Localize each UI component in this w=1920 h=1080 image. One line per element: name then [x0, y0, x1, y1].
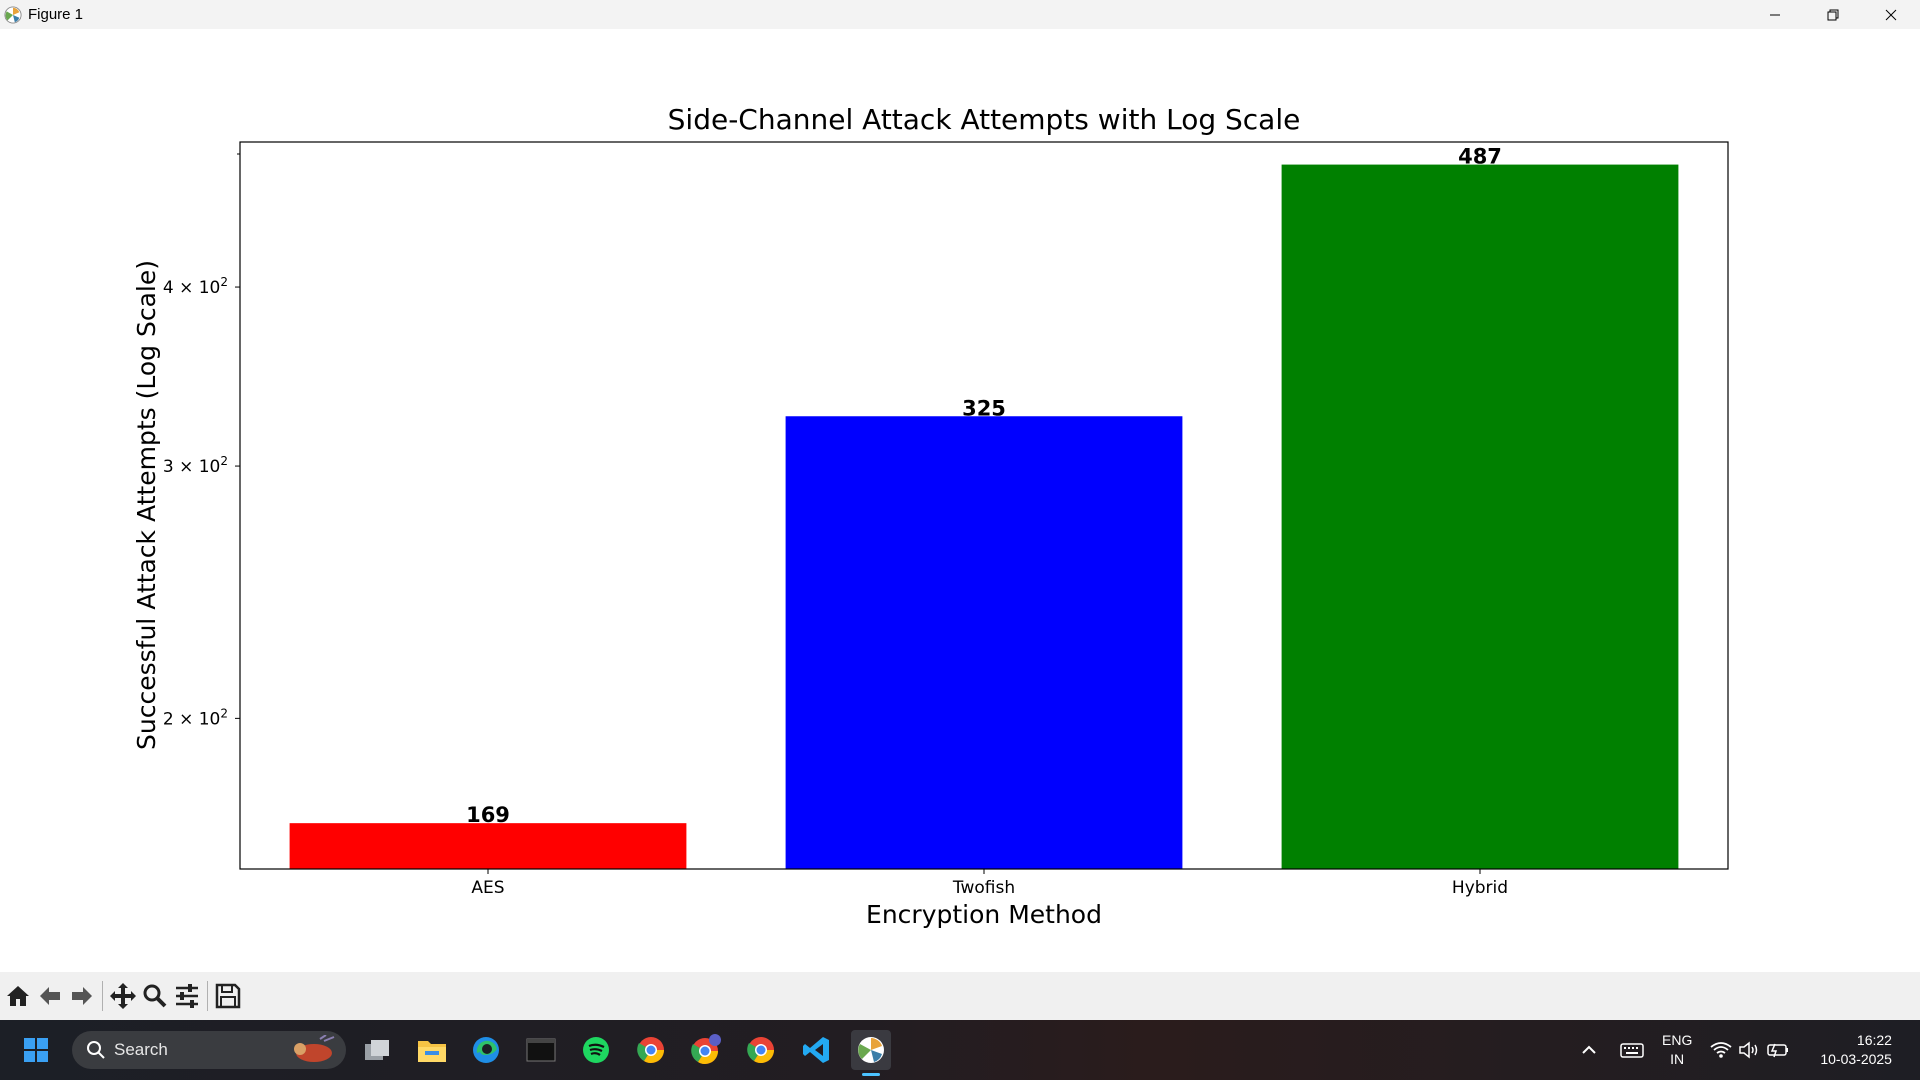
bar-chart: Side-Channel Attack Attempts with Log Sc…: [132, 103, 1729, 929]
data-label-aes: 169: [466, 803, 510, 827]
save-button[interactable]: [212, 976, 244, 1016]
vscode-button[interactable]: [796, 1030, 836, 1070]
chart-title: Side-Channel Attack Attempts with Log Sc…: [668, 103, 1301, 136]
matplotlib-figure-button[interactable]: [851, 1030, 891, 1076]
configure-button[interactable]: [171, 976, 203, 1016]
data-label-twofish: 325: [962, 396, 1006, 420]
matplotlib-logo-icon: [4, 5, 22, 24]
file-explorer-button[interactable]: [412, 1030, 452, 1070]
figure-canvas: Side-Channel Attack Attempts with Log Sc…: [0, 29, 1920, 972]
y-tick-label: 4 × 102: [163, 275, 228, 298]
pan-button[interactable]: [107, 976, 139, 1016]
start-button[interactable]: [24, 1038, 48, 1062]
home-icon: [7, 986, 29, 1006]
battery-icon[interactable]: [1766, 1041, 1790, 1059]
zoom-icon: [143, 984, 167, 1008]
x-tick-label-aes: AES: [471, 878, 504, 898]
edge-icon: [473, 1037, 499, 1063]
data-label-hybrid: 487: [1458, 145, 1502, 169]
edge-button[interactable]: [466, 1030, 506, 1070]
keyboard-icon[interactable]: [1620, 1041, 1644, 1059]
chrome-button-2[interactable]: [741, 1030, 781, 1070]
chrome-profile-button[interactable]: [686, 1030, 726, 1070]
restore-icon: [1827, 9, 1839, 20]
forward-button[interactable]: [66, 976, 98, 1016]
task-view-icon: [365, 1040, 389, 1060]
chrome-icon: [637, 1037, 665, 1064]
y-axis-label: Successful Attack Attempts (Log Scale): [132, 260, 161, 750]
minimize-icon: [1770, 14, 1780, 15]
y-tick-label: 3 × 102: [163, 454, 228, 477]
spotify-icon: [583, 1037, 609, 1063]
window-titlebar: Figure 1: [0, 0, 1920, 29]
zoom-button[interactable]: [139, 976, 171, 1016]
volume-icon[interactable]: [1738, 1041, 1760, 1059]
close-icon: [1885, 9, 1897, 20]
chevron-up-icon[interactable]: [1580, 1041, 1598, 1059]
x-axis-label: Encryption Method: [866, 900, 1102, 929]
configure-icon: [176, 984, 198, 1008]
back-icon: [40, 987, 60, 1005]
y-tick-label: 2 × 102: [163, 706, 228, 729]
wifi-icon[interactable]: [1710, 1041, 1732, 1059]
clock[interactable]: 16:22 10-03-2025: [1820, 1031, 1892, 1069]
file-explorer-icon: [418, 1041, 446, 1062]
vscode-icon: [803, 1037, 829, 1063]
minimize-button[interactable]: [1746, 0, 1804, 29]
restore-button[interactable]: [1804, 0, 1862, 29]
search-label: Search: [114, 1040, 168, 1059]
x-tick-label-hybrid: Hybrid: [1452, 878, 1508, 898]
taskbar-search[interactable]: Search: [72, 1031, 346, 1069]
language-indicator[interactable]: ENG IN: [1662, 1031, 1692, 1069]
pan-icon: [110, 983, 136, 1009]
forward-icon: [72, 987, 92, 1005]
windows-taskbar: Search ENG IN: [0, 1020, 1920, 1080]
chrome-button[interactable]: [631, 1030, 671, 1070]
save-icon: [215, 983, 241, 1009]
clock-time: 16:22: [1856, 1032, 1892, 1048]
system-tray: ENG IN 16:22 10-03-2025: [1580, 1020, 1892, 1080]
clock-date: 10-03-2025: [1820, 1051, 1892, 1067]
bar-twofish: [785, 416, 1183, 869]
active-indicator: [862, 1073, 880, 1076]
home-button[interactable]: [2, 976, 34, 1016]
window-title: Figure 1: [28, 6, 84, 23]
navigation-toolbar: [0, 972, 1920, 1020]
matplotlib-icon: [858, 1037, 884, 1063]
search-highlight-icon: [294, 1035, 335, 1062]
region-code: IN: [1670, 1051, 1685, 1067]
toolbar-separator: [207, 981, 208, 1011]
bar-aes: [289, 823, 687, 869]
chrome-icon: [747, 1037, 775, 1064]
search-icon: [87, 1041, 105, 1059]
plot-frame: [239, 141, 1729, 870]
back-button[interactable]: [34, 976, 66, 1016]
close-button[interactable]: [1862, 0, 1920, 29]
task-view-button[interactable]: [357, 1030, 397, 1070]
bar-hybrid: [1281, 164, 1679, 870]
spotify-button[interactable]: [576, 1030, 616, 1070]
toolbar-separator: [102, 981, 103, 1011]
terminal-button[interactable]: [521, 1030, 561, 1070]
terminal-icon: [526, 1038, 556, 1062]
chrome-profile-icon: [691, 1034, 721, 1065]
language-code: ENG: [1662, 1032, 1693, 1048]
x-tick-label-twofish: Twofish: [952, 878, 1015, 898]
